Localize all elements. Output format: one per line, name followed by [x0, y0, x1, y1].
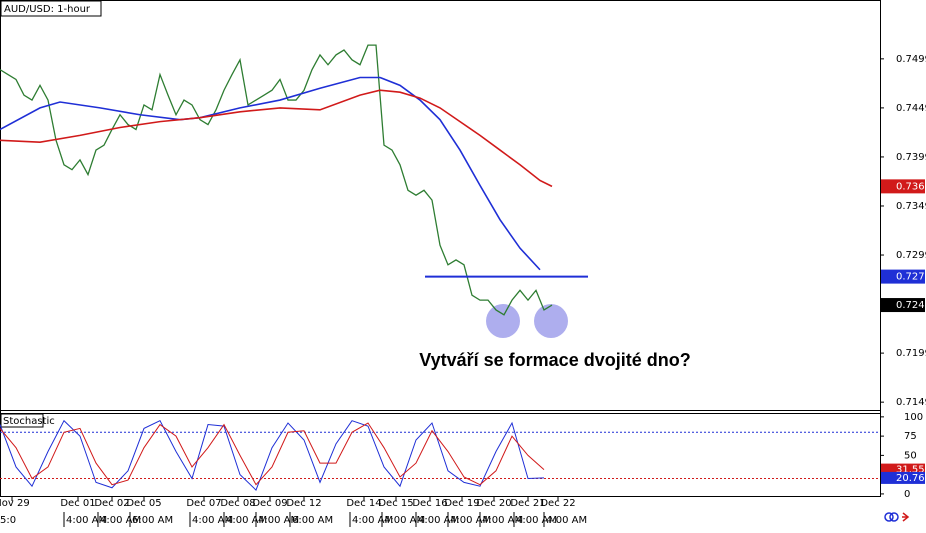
price-marker	[881, 298, 925, 313]
x-tick-label: Dec 15	[378, 498, 413, 509]
stoch-title-box	[0, 413, 44, 428]
x-tick-label: Dec 12	[286, 498, 321, 509]
icon[interactable]	[884, 512, 894, 522]
x-time-label: 4:00 AM	[516, 515, 557, 526]
x-tick-label: Dec 09	[252, 498, 287, 509]
x-tick-label: Dec 21	[510, 498, 545, 509]
icon[interactable]	[889, 512, 899, 522]
x-time-label: 6:00 AM	[292, 515, 333, 526]
stoch-marker-label: 31.55	[896, 465, 925, 476]
x-tick-label: Dec 16	[412, 498, 447, 509]
x-tick-label: Dec 07	[186, 498, 221, 509]
stoch-marker-label: 20.76	[896, 473, 925, 484]
x-tick-label: Dec 05	[126, 498, 161, 509]
x-tick-label: Dec 08	[220, 498, 255, 509]
x-time-label: 6:00 AM	[132, 515, 173, 526]
x-time-label: 4:00 AM	[192, 515, 233, 526]
x-tick-label: Dec 14	[346, 498, 381, 509]
line	[0, 419, 545, 491]
stoch-tick-label: 0	[904, 489, 910, 500]
y-tick-label: 0.7299	[896, 250, 926, 261]
stoch-tick-label: 50	[904, 450, 917, 461]
line	[0, 89, 553, 188]
x-time-label: 5:0	[0, 515, 16, 526]
icon[interactable]	[902, 512, 910, 522]
stoch-tick-label: 100	[904, 412, 923, 423]
highlight-circle	[534, 304, 568, 338]
toolbar-icons[interactable]	[884, 512, 910, 522]
x-tick-label: Dec 20	[476, 498, 511, 509]
x-time-label: 4:00 AM	[418, 515, 459, 526]
x-tick-label: Nov 29	[0, 498, 30, 509]
chart-title: AUD/USD: 1-hour	[4, 4, 91, 15]
x-tick-label: Dec 01	[60, 498, 95, 509]
stoch-marker	[881, 471, 925, 484]
x-time-label: 4:00 AM	[450, 515, 491, 526]
y-tick-label: 0.7199	[896, 348, 926, 359]
y-tick-label: 0.7499	[896, 54, 926, 65]
y-tick-label: 0.7149	[896, 397, 926, 408]
y-tick-label: 0.7399	[896, 152, 926, 163]
x-time-label: 4:00 AM	[100, 515, 141, 526]
annotation: Vytváří se formace dvojité dno?	[419, 350, 690, 370]
price-marker-label: 0.7369	[896, 181, 926, 192]
x-tick-label: Dec 22	[540, 498, 575, 509]
frame	[0, 0, 881, 497]
x-time-label: 4:00 AM	[352, 515, 393, 526]
title-box	[0, 0, 102, 17]
line	[0, 76, 541, 271]
x-time-label: 4:00 AM	[482, 515, 523, 526]
y-tick-label: 0.7349	[896, 201, 926, 212]
highlight-circle	[486, 304, 520, 338]
x-time-label: 4:00 AM	[258, 515, 299, 526]
y-tick-label: 0.7449	[896, 103, 926, 114]
price-marker-label: 0.7248	[896, 300, 926, 311]
price-marker	[881, 179, 925, 194]
x-tick-label: Dec 19	[444, 498, 479, 509]
stoch-tick-label: 75	[904, 431, 917, 442]
x-time-label: 4:00 AM	[226, 515, 267, 526]
line	[0, 44, 553, 316]
x-time-label: 4:00 AM	[384, 515, 425, 526]
stoch-title: Stochastic	[3, 416, 55, 427]
x-time-label: 4:00 AM	[66, 515, 107, 526]
x-tick-label: Dec 02	[94, 498, 129, 509]
x-time-label: 4:00 AM	[546, 515, 587, 526]
price-marker	[881, 269, 925, 284]
price-marker-label: 0.7277	[896, 272, 926, 283]
line	[0, 422, 545, 486]
